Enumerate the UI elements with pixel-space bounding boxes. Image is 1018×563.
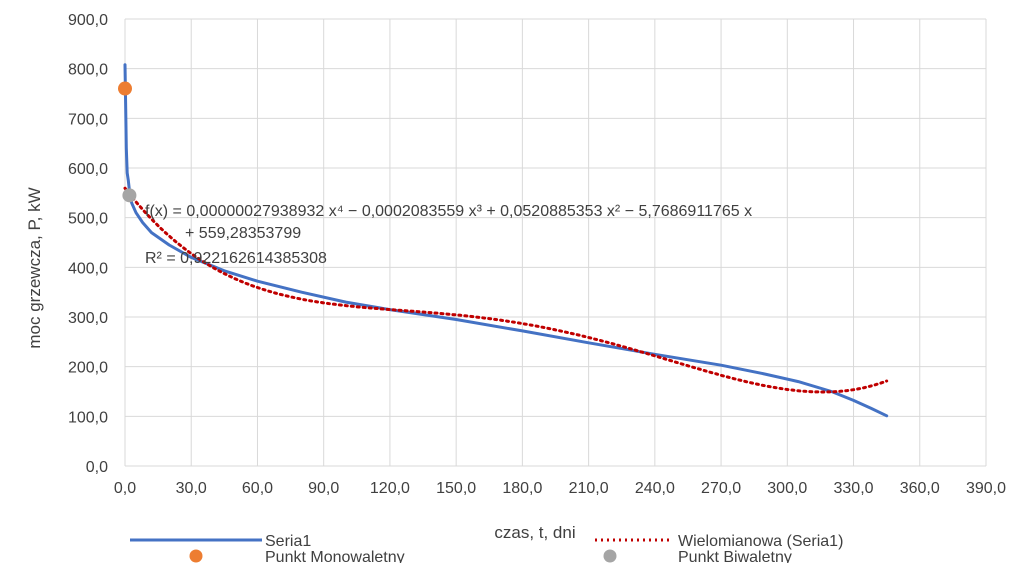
x-tick-label: 390,0	[966, 480, 1006, 497]
y-tick-label: 700,0	[68, 111, 108, 128]
trendline-equation-line1: f(x) = 0,00000027938932 x⁴ − 0,000208355…	[145, 203, 752, 220]
grid-layer	[124, 18, 987, 467]
x-tick-label: 60,0	[242, 480, 273, 497]
x-tick-label: 330,0	[834, 480, 874, 497]
y-tick-label: 100,0	[68, 409, 108, 426]
series-seria1-line	[123, 63, 889, 418]
y-tick-label: 400,0	[68, 260, 108, 277]
y-tick-label: 300,0	[68, 310, 108, 327]
y-tick-label: 500,0	[68, 211, 108, 228]
trendline-equation-line2: + 559,28353799	[185, 225, 301, 242]
tick-label-layer: 0,0 100,0 200,0 300,0 400,0 500,0 600,0 700,0 80…	[68, 12, 1006, 497]
series-trendline	[123, 186, 889, 394]
x-tick-label: 300,0	[767, 480, 807, 497]
legend-label-seria1: Seria1	[265, 533, 311, 550]
x-tick-label: 270,0	[701, 480, 741, 497]
y-tick-label: 0,0	[86, 459, 108, 476]
x-tick-label: 0,0	[114, 480, 136, 497]
legend-label-trendline: Wielomianowa (Seria1)	[678, 533, 843, 550]
legend-label-biwaletny: Punkt Biwaletny	[678, 549, 792, 563]
trendline-r-squared: R² = 0,922162614385308	[145, 250, 327, 267]
x-tick-label: 150,0	[436, 480, 476, 497]
point-monowaletny	[118, 81, 132, 96]
x-tick-label: 180,0	[502, 480, 542, 497]
legend-marker-monowaletny	[189, 549, 203, 563]
x-axis-title: czas, t, dni	[494, 523, 575, 542]
y-tick-label: 900,0	[68, 12, 108, 29]
y-tick-label: 600,0	[68, 161, 108, 178]
series-layer	[118, 63, 889, 418]
legend-marker-biwaletny	[603, 549, 617, 563]
y-tick-label: 200,0	[68, 360, 108, 377]
x-tick-label: 120,0	[370, 480, 410, 497]
x-tick-label: 90,0	[308, 480, 339, 497]
y-axis-title: moc grzewcza, P, kW	[25, 187, 44, 348]
point-biwaletny	[122, 188, 137, 203]
legend-label-monowaletny: Punkt Monowaletny	[265, 549, 405, 563]
x-tick-label: 30,0	[176, 480, 207, 497]
y-tick-label: 800,0	[68, 62, 108, 79]
x-tick-label: 210,0	[569, 480, 609, 497]
x-tick-label: 240,0	[635, 480, 675, 497]
legend: Seria1 Wielomianowa (Seria1) Punkt Monow…	[130, 533, 843, 563]
x-tick-label: 360,0	[900, 480, 940, 497]
